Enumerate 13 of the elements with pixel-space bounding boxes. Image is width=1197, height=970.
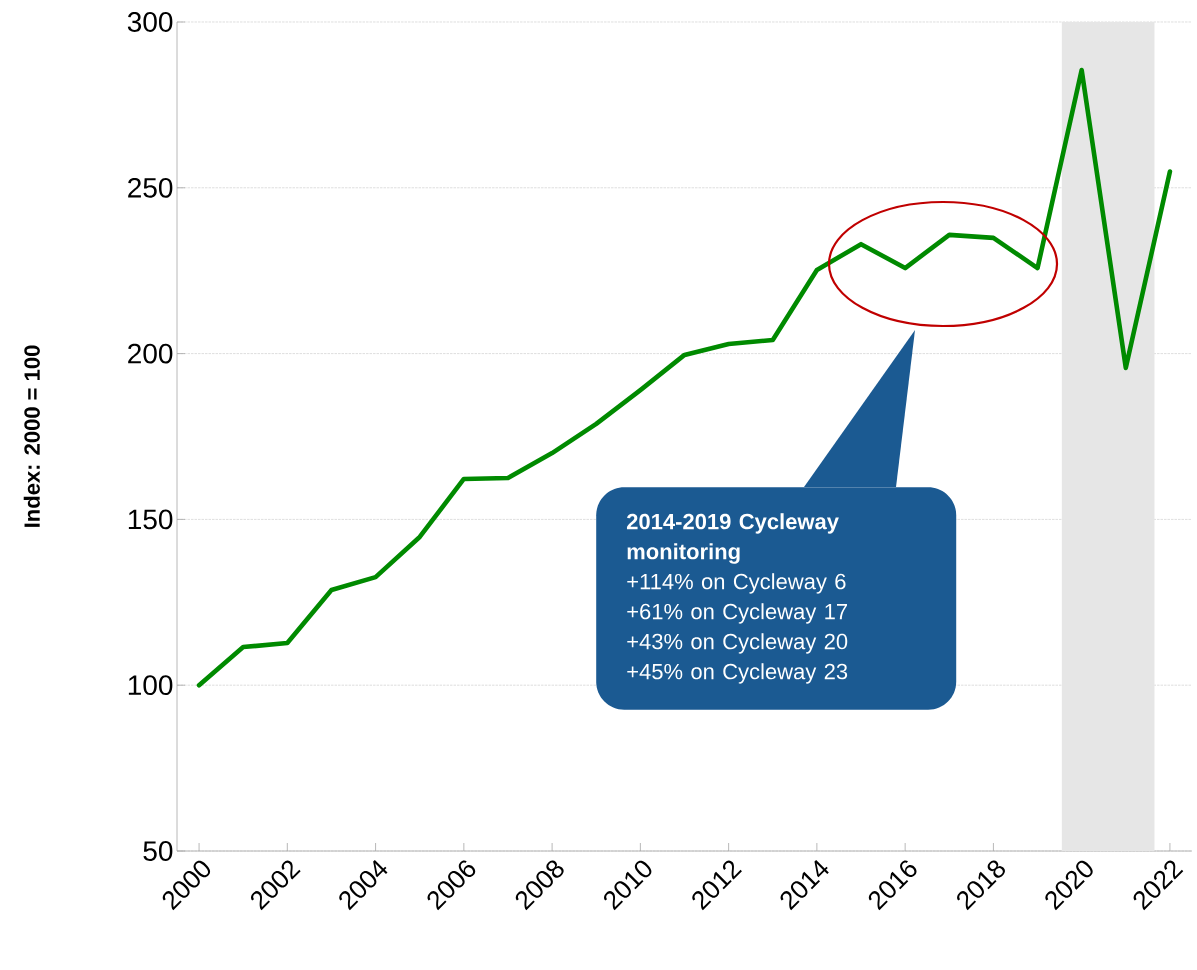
annotation: 2014-2019 Cycleway monitoring (626, 513, 839, 564)
y-tick-label: 300 (127, 12, 173, 32)
annotation: +114% on Cycleway 6 (627, 573, 846, 594)
line-series (196, 67, 1173, 688)
y-tick-label: 150 (128, 509, 173, 530)
y-axis-title: Index: 2000 = 100 (23, 345, 40, 527)
annotation: +45% on Cycleway 23 (627, 663, 848, 684)
y-tick-label: 200 (128, 343, 173, 364)
y-tick-label: 100 (128, 675, 173, 696)
y-tick-label: 50 (143, 841, 173, 861)
annotation: +61% on Cycleway 17 (627, 603, 847, 624)
annotation: +43% on Cycleway 20 (627, 633, 848, 654)
y-tick-label: 250 (128, 177, 173, 198)
